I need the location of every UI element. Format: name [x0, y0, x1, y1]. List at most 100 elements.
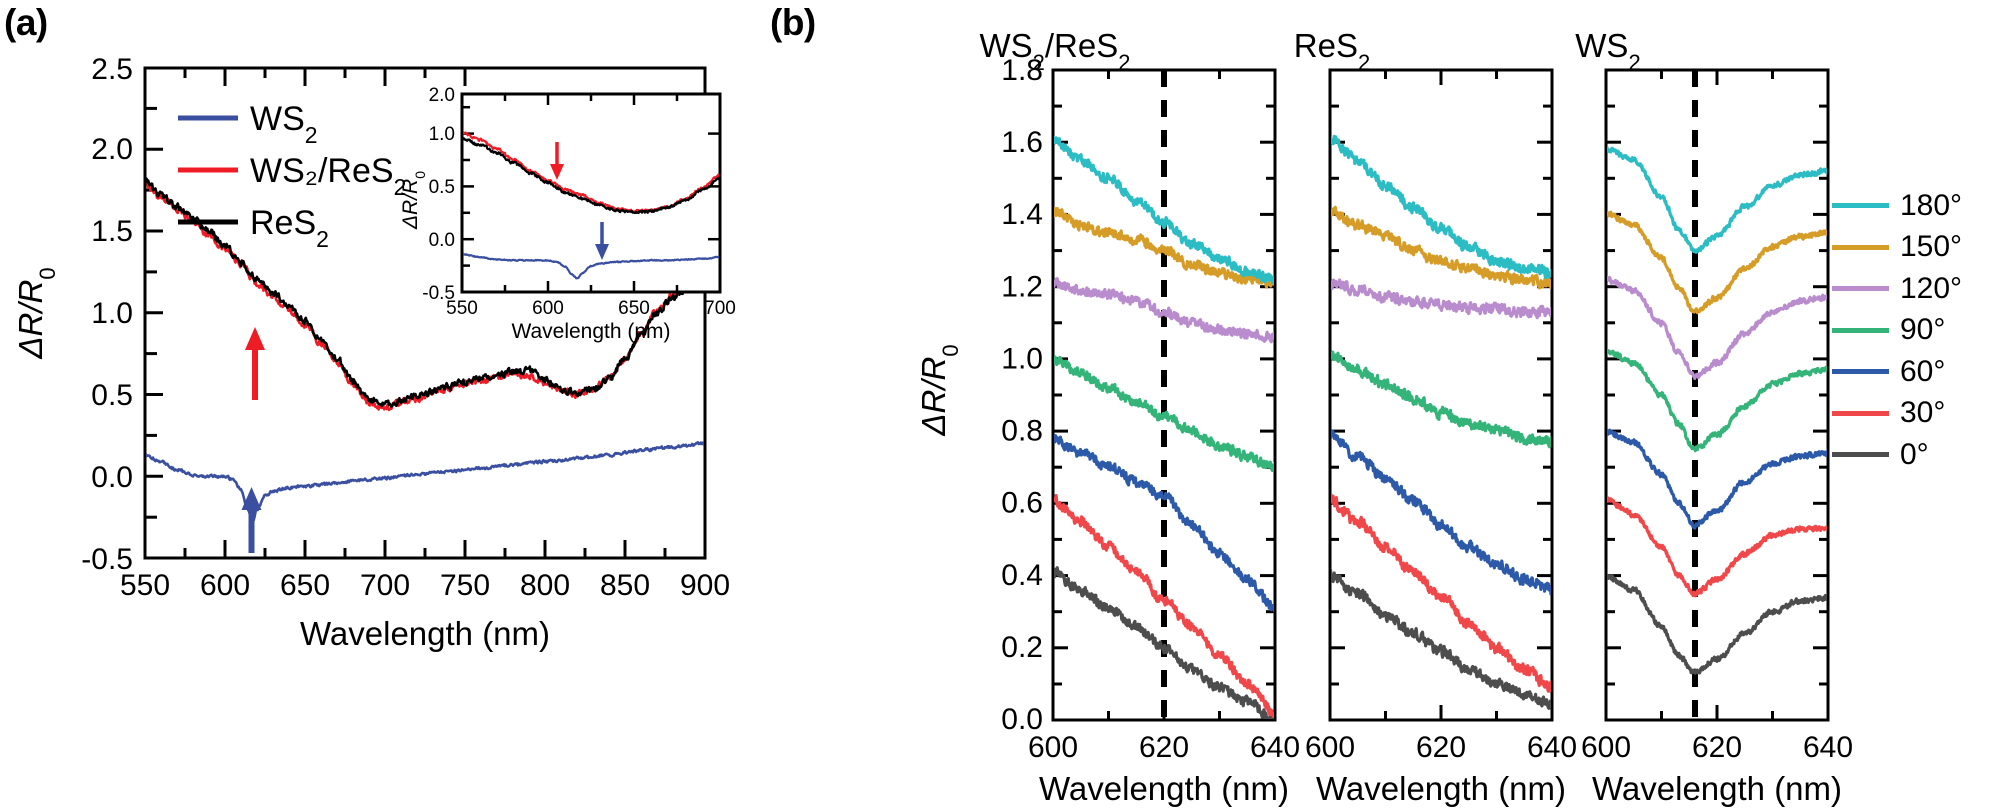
xtick-label: 640: [1803, 731, 1853, 764]
legend-swatch-30: [1832, 410, 1889, 416]
legend-item-90[interactable]: 90°: [1832, 310, 1997, 352]
legend-item-60[interactable]: 60°: [1832, 351, 1997, 393]
inset-ytick-label: 1.0: [429, 124, 455, 145]
ytick-label: -0.5: [81, 543, 133, 576]
subplot3-curves: [1607, 146, 1827, 675]
panel-a-y-ticks: [145, 66, 163, 560]
legend-label-ws2-res2: WS₂/ReS2: [250, 152, 406, 200]
legend-item-30[interactable]: 30°: [1832, 393, 1997, 435]
legend-label-0: 0°: [1900, 437, 1929, 471]
inset-x-axis-title: Wavelength (nm): [511, 320, 670, 343]
xtick-label: 620: [1139, 731, 1189, 764]
data-curve: [1607, 496, 1827, 598]
subplot2-curves: [1331, 134, 1551, 710]
legend-swatch-60: [1832, 369, 1889, 375]
ytick-label: 1.5: [91, 215, 133, 248]
legend-label-120: 120°: [1900, 271, 1963, 305]
xtick-label: 750: [440, 569, 490, 602]
panel-a-y-axis-title: ΔR/R0: [12, 267, 60, 359]
inset-y-axis-title-text: ΔR/R: [399, 179, 422, 230]
panel-a-red-arrow: [245, 327, 265, 400]
ytick-label: 2.5: [91, 53, 133, 86]
panel-a-x-ticklabels: 550 600 650 700 750 800 850 900: [120, 569, 730, 602]
panel-b-y-ticklabels: 0.0 0.2 0.4 0.6 0.8 1.0 1.2 1.4 1.6 1.8: [1001, 54, 1043, 736]
xtick-label: 640: [1527, 731, 1577, 764]
legend-swatch-120: [1832, 286, 1889, 292]
data-curve: [1331, 493, 1551, 693]
panel-b-subtitle-ws2: WS2: [1575, 27, 1640, 75]
xtick-label: 600: [200, 569, 250, 602]
panel-a-inset: -0.5 0.0 0.5 1.0 2.0 550 600 650 700 Wav…: [399, 85, 736, 343]
subplot1-curves: [1054, 135, 1274, 719]
panel-a-y-axis-title-sub: 0: [35, 267, 60, 279]
inset-y-axis-title: ΔR/R0: [399, 171, 428, 230]
ytick-label: 0.4: [1001, 559, 1043, 592]
legend-item-150[interactable]: 150°: [1832, 227, 1997, 269]
xtick-label: 850: [600, 569, 650, 602]
legend-item-120[interactable]: 120°: [1832, 268, 1997, 310]
legend-item-180[interactable]: 180°: [1832, 185, 1997, 227]
legend-swatch-150: [1832, 244, 1889, 250]
inset-y-ticklabels: -0.5 0.0 0.5 1.0 2.0: [422, 85, 455, 304]
legend-swatch-0: [1832, 452, 1889, 458]
data-curve: [1054, 566, 1274, 719]
ytick-label: 0.0: [91, 461, 133, 494]
ytick-label: 1.6: [1001, 126, 1043, 159]
legend-label-ws2: WS2: [250, 100, 318, 148]
inset-xtick-label: 550: [446, 298, 478, 319]
xtick-label: 600: [1305, 731, 1355, 764]
panel-b-label: (b): [770, 2, 816, 43]
ytick-label: 1.4: [1001, 198, 1043, 231]
data-curve: [1331, 429, 1551, 596]
data-curve: [1607, 428, 1827, 530]
ytick-label: 0.0: [1001, 703, 1043, 736]
panel-a-y-ticklabels: -0.5 0.0 0.5 1.0 1.5 2.0 2.5: [81, 53, 133, 576]
inset-red-arrow: [550, 142, 564, 180]
data-curve: [1331, 205, 1551, 290]
xtick-label: 800: [520, 569, 570, 602]
legend-label-90: 90°: [1900, 313, 1946, 347]
panel-b-y-axis-title-sub: 0: [938, 344, 963, 356]
panel-a-x-ticks: [143, 68, 707, 558]
legend-item-0[interactable]: 0°: [1832, 434, 1997, 476]
panel-b-legend: 180° 150° 120° 90° 60° 30° 0°: [1832, 185, 1997, 476]
legend-swatch-90: [1832, 327, 1889, 333]
panel-a-plot: -0.5 0.0 0.5 1.0 1.5 2.0 2.5 550 600 650…: [12, 53, 730, 652]
xtick-label: 700: [360, 569, 410, 602]
data-curve: [1331, 278, 1551, 320]
xtick-label: 600: [1028, 731, 1078, 764]
panel-a-curves: [146, 177, 704, 524]
panel-b-subplot-ws2res2: 600 620 640 Wavelength (nm): [1028, 68, 1300, 807]
xtick-label: 550: [120, 569, 170, 602]
ytick-label: 1.8: [1001, 54, 1043, 87]
panel-b-subtitle-ws2res2: WS2/ReS2: [979, 27, 1130, 75]
data-curve: [146, 177, 704, 408]
xtick-label: 620: [1416, 731, 1466, 764]
panel-b-subtitle-res2: ReS2: [1294, 27, 1370, 75]
data-curve: [1331, 350, 1551, 449]
subplot3-ticks: [1604, 70, 1830, 722]
ytick-label: 1.0: [1001, 342, 1043, 375]
subplot1-x-axis-title: Wavelength (nm): [1039, 770, 1289, 807]
data-curve: [1331, 134, 1551, 280]
ytick-label: 0.6: [1001, 487, 1043, 520]
inset-blue-arrow: [595, 222, 609, 260]
subplot3-x-ticklabels: 600 620 640: [1581, 731, 1853, 764]
inset-curves: [463, 130, 719, 280]
ytick-label: 0.8: [1001, 415, 1043, 448]
svg-text:ΔR/R0: ΔR/R0: [915, 344, 963, 436]
data-curve: [1607, 275, 1827, 381]
data-curve: [1054, 277, 1274, 344]
subplot3-axes-frame: [1604, 68, 1830, 722]
data-curve: [146, 441, 704, 524]
panel-a-x-axis-title: Wavelength (nm): [300, 615, 550, 652]
panel-b-subplot-ws2: 600 620 640 Wavelength (nm): [1581, 68, 1853, 807]
inset-ytick-label: 0.5: [429, 177, 455, 198]
subplot3-x-axis-title: Wavelength (nm): [1592, 770, 1842, 807]
svg-text:ΔR/R0: ΔR/R0: [399, 171, 428, 230]
subplot1-x-ticklabels: 600 620 640: [1028, 731, 1300, 764]
ytick-label: 2.0: [91, 133, 133, 166]
data-curve: [463, 137, 719, 215]
inset-x-ticklabels: 550 600 650 700: [446, 298, 736, 319]
legend-label-150: 150°: [1900, 230, 1963, 264]
